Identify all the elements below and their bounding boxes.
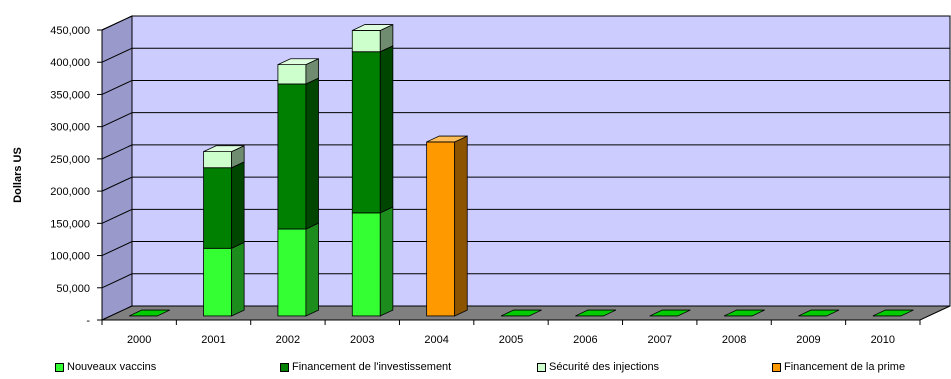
bar-front: [203, 167, 232, 249]
bar-front: [203, 247, 232, 317]
x-tick-label: 2007: [647, 334, 671, 346]
bar-zero: [798, 309, 840, 317]
x-tick-label: 2000: [127, 334, 151, 346]
bar: [426, 135, 468, 317]
bar: [203, 161, 245, 249]
bar: [351, 45, 394, 214]
gridline: [101, 144, 950, 160]
y-tick-label: 150,000: [50, 218, 90, 230]
bar-top: [203, 145, 245, 153]
gridline: [101, 241, 950, 257]
gridline: [101, 208, 950, 224]
x-tick-label: 2001: [201, 334, 225, 346]
legend-swatch: [772, 362, 781, 372]
bar-zero: [129, 309, 170, 317]
legend-label: Financement de l'investissement: [292, 361, 452, 373]
y-tick-label: 250,000: [50, 154, 90, 166]
bar-front: [351, 30, 381, 53]
bar-side: [305, 77, 319, 230]
gridline: [101, 79, 950, 95]
y-tick-label: 300,000: [50, 122, 90, 134]
bar: [277, 77, 319, 230]
x-tick-label: 2008: [722, 334, 746, 346]
gridline: [101, 15, 950, 31]
x-tick-label: 2009: [796, 334, 820, 346]
bar-front: [426, 141, 456, 317]
bar: [351, 206, 394, 317]
x-tick-label: 2005: [499, 334, 523, 346]
bar-zero: [500, 309, 542, 317]
gridline: [101, 112, 950, 128]
bar-top: [352, 24, 394, 31]
bar-top: [426, 135, 468, 143]
legend-item: Sécurité des injections: [537, 361, 659, 373]
y-axis-title: Dollars US: [12, 147, 24, 203]
bar-side: [379, 206, 394, 317]
legend: Nouveaux vaccins Financement de l'investi…: [0, 361, 951, 377]
x-tick-label: 2006: [573, 334, 597, 346]
legend-item: Financement de la prime: [772, 361, 905, 373]
bar: [277, 58, 319, 85]
legend-label: Sécurité des injections: [549, 361, 660, 373]
bar-zero: [723, 309, 765, 317]
y-tick-label: 100,000: [50, 251, 90, 263]
gridline: [101, 176, 950, 192]
legend-item: Nouveaux vaccins: [55, 361, 156, 373]
bar-front: [277, 83, 307, 230]
back-wall: [131, 15, 951, 307]
bar: [351, 23, 394, 53]
legend-label: Financement de la prime: [784, 361, 906, 373]
bar: [277, 222, 319, 317]
x-tick-label: 2010: [871, 334, 895, 346]
y-tick-label: 350,000: [50, 89, 90, 101]
legend-swatch: [280, 362, 289, 372]
legend-swatch: [537, 362, 546, 372]
bar-side: [231, 161, 245, 249]
bar: [203, 145, 245, 169]
legend-swatch: [55, 362, 64, 372]
x-tick-label: 2002: [276, 334, 300, 346]
bar: [203, 241, 245, 317]
bar-side: [454, 135, 468, 317]
y-tick-label: 450,000: [50, 25, 90, 37]
bar-zero: [872, 309, 914, 317]
bar-front: [277, 228, 307, 317]
y-tick-label: -: [86, 315, 90, 327]
y-tick-label: 400,000: [50, 57, 90, 69]
x-tick-label: 2004: [424, 334, 448, 346]
side-wall: [101, 15, 133, 321]
legend-label: Nouveaux vaccins: [67, 361, 157, 373]
gridline: [101, 47, 950, 63]
bar-zero: [649, 309, 691, 317]
bar-top: [277, 58, 319, 66]
bar-side: [231, 241, 245, 317]
bar-front: [277, 64, 307, 85]
bar-side: [379, 45, 394, 214]
y-tick-label: 50,000: [56, 283, 90, 295]
x-tick-label: 2003: [350, 334, 374, 346]
gridline: [101, 273, 950, 289]
bar-zero: [575, 309, 617, 317]
bar-front: [351, 51, 381, 214]
bar-front: [351, 212, 381, 317]
legend-item: Financement de l'investissement: [280, 361, 451, 373]
bar-side: [305, 222, 319, 317]
bar-front: [203, 151, 232, 169]
y-tick-label: 200,000: [50, 186, 90, 198]
